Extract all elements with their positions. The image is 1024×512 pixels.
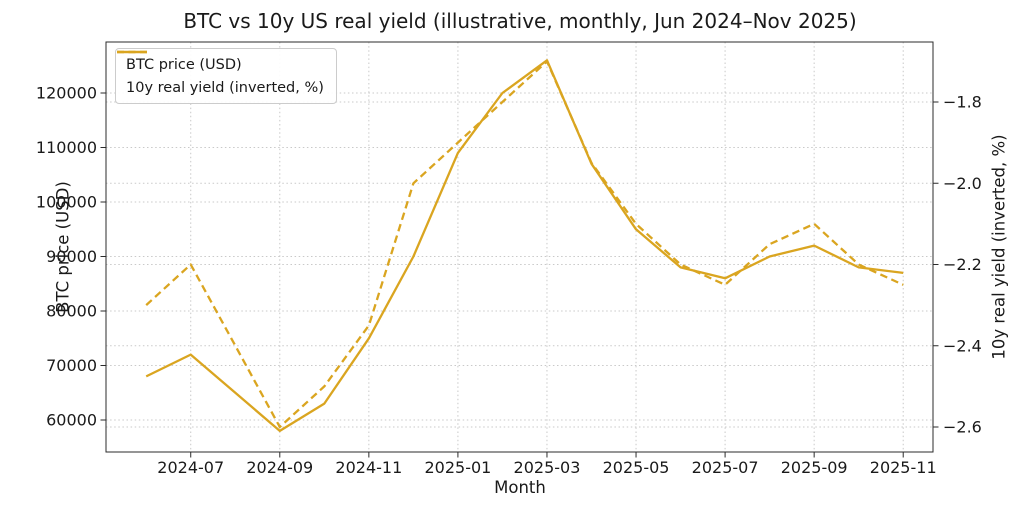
grid-layer	[106, 42, 933, 452]
x-tick-label: 2025-01	[424, 458, 491, 477]
legend-label-btc: BTC price (USD)	[126, 56, 242, 73]
y-right-tick-label: −1.8	[943, 93, 982, 112]
legend-item-btc: BTC price (USD)	[117, 50, 324, 75]
x-tick-label: 2025-11	[870, 458, 937, 477]
y-left-tick-label: 90000	[46, 247, 97, 266]
real-yield-line	[145, 60, 904, 429]
y-right-tick-label: −2.2	[943, 255, 982, 274]
series-layer	[145, 59, 904, 433]
y-right-tick-label: −2.0	[943, 174, 982, 193]
tick-label-layer: 2024-07 2024-09 2024-11 2025-01 2025-03 2025-…	[36, 84, 982, 478]
x-tick-label: 2024-11	[335, 458, 402, 477]
legend-item-yield: 10y real yield (inverted, %)	[117, 50, 324, 98]
y-right-tick-label: −2.6	[943, 418, 982, 437]
y-left-tick-label: 80000	[46, 302, 97, 321]
x-tick-label: 2025-09	[781, 458, 848, 477]
x-axis-label: Month	[494, 478, 546, 497]
y-right-tick-label: −2.4	[943, 336, 982, 355]
legend: BTC price (USD) 10y real yield (inverted…	[115, 48, 337, 104]
y-left-tick-label: 60000	[46, 411, 97, 430]
x-tick-label: 2025-05	[603, 458, 670, 477]
btc-price-line	[145, 59, 904, 433]
right-axis-label: 10y real yield (inverted, %)	[989, 134, 1009, 360]
x-tick-label: 2024-09	[246, 458, 313, 477]
y-left-tick-label: 120000	[36, 84, 97, 103]
chart-title: BTC vs 10y US real yield (illustrative, …	[183, 9, 857, 33]
y-left-tick-label: 110000	[36, 138, 97, 157]
plot-frame	[105, 41, 934, 453]
left-axis-label: BTC price (USD)	[53, 181, 73, 313]
x-tick-label: 2024-07	[157, 458, 224, 477]
tick-layer	[100, 92, 939, 458]
y-left-tick-label: 100000	[36, 193, 97, 212]
yield-line-swatch-icon	[117, 50, 147, 54]
y-left-tick-label: 70000	[46, 356, 97, 375]
x-tick-label: 2025-07	[692, 458, 759, 477]
legend-label-yield: 10y real yield (inverted, %)	[126, 79, 324, 96]
x-tick-label: 2025-03	[514, 458, 581, 477]
